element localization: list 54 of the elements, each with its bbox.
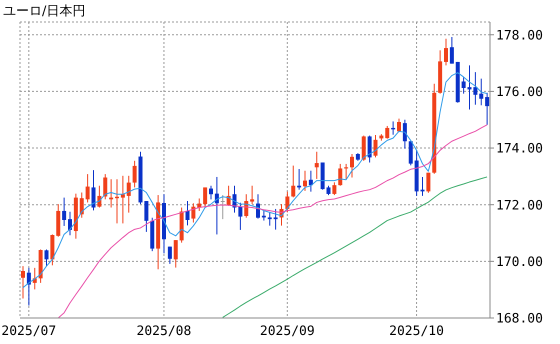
candlestick — [391, 120, 396, 136]
candlestick — [209, 185, 213, 200]
candlestick — [350, 153, 354, 178]
candlestick — [338, 163, 342, 186]
y-tick-label: 172.00 — [496, 198, 543, 214]
candlestick — [385, 125, 390, 140]
candlestick — [120, 175, 125, 224]
candlestick — [44, 248, 48, 267]
x-tick-label: 2025/08 — [136, 324, 192, 340]
candlestick — [332, 182, 336, 196]
candlestick — [92, 170, 96, 211]
candlestick — [314, 151, 319, 180]
candlestick — [362, 135, 366, 162]
y-tick-label: 170.00 — [496, 254, 543, 270]
candlestick — [468, 64, 472, 110]
candlestick — [402, 119, 407, 150]
candlestick — [62, 197, 66, 226]
candlestick — [238, 202, 242, 230]
candlestick — [473, 72, 478, 106]
x-tick-label: 2025/10 — [389, 324, 444, 340]
y-tick-label: 174.00 — [496, 142, 543, 157]
candlestick — [132, 160, 137, 188]
candlestick — [420, 176, 424, 196]
candlestick — [126, 175, 131, 214]
candlestick — [109, 178, 114, 208]
candlestick — [144, 200, 148, 232]
candlestick — [326, 185, 330, 196]
line-series — [222, 176, 488, 318]
candlestick — [450, 36, 454, 64]
chart-title: ユーロ/日本円 — [3, 3, 86, 20]
candlestick — [186, 200, 190, 226]
candlestick — [297, 168, 302, 190]
candlestick — [214, 176, 219, 235]
candlestick — [291, 165, 296, 198]
candlestick — [303, 170, 307, 192]
candlestick — [21, 266, 25, 299]
x-tick-label: 2025/09 — [260, 324, 315, 340]
candlestick — [68, 211, 72, 236]
candlestick — [397, 118, 401, 133]
candlestick — [26, 267, 31, 306]
candlestick — [368, 135, 372, 163]
candlestick — [285, 191, 290, 213]
candlestick — [262, 210, 266, 222]
line-series — [22, 72, 488, 288]
candlestick — [444, 38, 448, 66]
candlestick — [426, 172, 430, 194]
y-tick-label: 176.00 — [496, 85, 543, 100]
y-tick-label: 178.00 — [496, 28, 543, 44]
line-series — [58, 124, 488, 318]
y-tick-label: 168.00 — [496, 312, 543, 327]
candlestick — [103, 174, 108, 200]
x-tick-label: 2025/07 — [1, 324, 56, 340]
candlestick — [191, 202, 196, 224]
candlestick — [168, 246, 172, 264]
